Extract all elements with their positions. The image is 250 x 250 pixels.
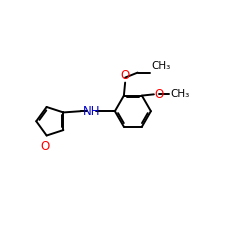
Text: CH₃: CH₃ xyxy=(152,61,171,71)
Text: NH: NH xyxy=(83,105,100,118)
Text: O: O xyxy=(120,69,130,82)
Text: CH₃: CH₃ xyxy=(170,89,189,99)
Text: O: O xyxy=(154,88,164,101)
Text: O: O xyxy=(41,140,50,153)
